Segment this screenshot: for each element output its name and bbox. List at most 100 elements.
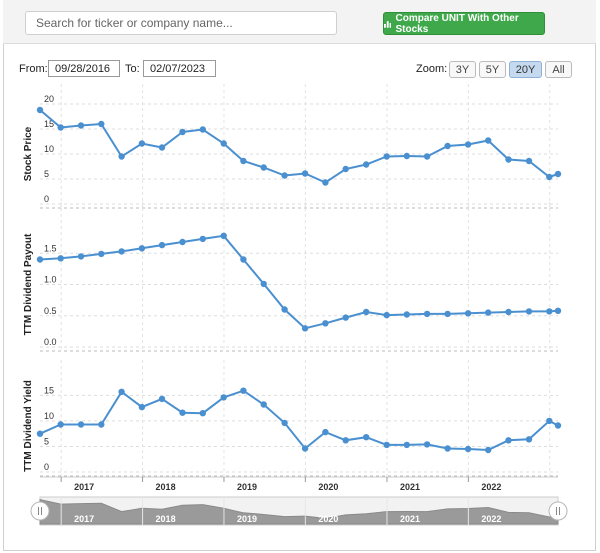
- zoom-all-button[interactable]: All: [545, 61, 572, 78]
- navigator-left-handle[interactable]: [30, 501, 50, 521]
- data-point: [57, 255, 64, 262]
- data-point: [301, 170, 309, 177]
- from-date-input[interactable]: 09/28/2016: [48, 60, 120, 77]
- chart-frame: [3, 0, 596, 551]
- data-point: [260, 280, 267, 288]
- x-tick-label: 2017: [74, 482, 94, 492]
- to-date-input[interactable]: 02/07/2023: [143, 60, 216, 77]
- data-point: [525, 157, 533, 165]
- series-line: [39, 109, 559, 184]
- from-date-value: 09/28/2016: [55, 62, 111, 75]
- data-point: [158, 144, 166, 151]
- data-point: [383, 441, 390, 449]
- zoom-20y-label: 20Y: [515, 63, 536, 76]
- navigator: 2017 2018 2019 2020 2021 2022: [30, 496, 568, 526]
- zoom-20y-button[interactable]: 20Y: [509, 61, 542, 78]
- data-point: [403, 311, 410, 318]
- data-point: [403, 441, 410, 449]
- chart-panel-2: 0.0 0.5 1.0 1.5 TTM Dividend Payout: [23, 202, 562, 352]
- y-axis-label: TTM Dividend Payout: [23, 233, 34, 335]
- navigator-right-handle[interactable]: [548, 501, 568, 521]
- y-tick-label: 0.5: [44, 306, 57, 316]
- x-tick-label: 2019: [237, 482, 257, 492]
- data-point: [281, 172, 288, 179]
- data-point: [464, 141, 472, 148]
- handle-knob: [548, 501, 568, 521]
- navigator-year-label: 2018: [156, 514, 176, 524]
- data-point: [281, 306, 288, 313]
- data-point: [485, 137, 492, 144]
- data-point: [220, 140, 227, 147]
- series-line: [39, 389, 559, 452]
- compare-button-label: Compare UNIT With Other Stocks: [395, 12, 519, 35]
- data-point: [423, 441, 431, 448]
- data-point: [383, 153, 390, 160]
- data-point: [342, 314, 349, 321]
- data-point: [322, 179, 329, 186]
- data-point: [525, 436, 533, 443]
- data-point: [485, 309, 492, 316]
- data-point: [505, 437, 512, 444]
- zoom-3y-button[interactable]: 3Y: [449, 61, 476, 78]
- data-point: [383, 311, 390, 319]
- data-point: [554, 170, 562, 178]
- handle-knob: [30, 501, 50, 521]
- data-point: [363, 434, 370, 441]
- y-tick-label: 0: [44, 194, 49, 204]
- data-point: [240, 256, 247, 263]
- data-point: [220, 394, 227, 401]
- zoom-all-label: All: [552, 63, 565, 76]
- data-point: [464, 445, 472, 453]
- navigator-year-label: 2020: [318, 514, 338, 524]
- data-point: [199, 126, 206, 133]
- data-point: [57, 124, 64, 131]
- ticker-search-input[interactable]: [25, 11, 337, 35]
- y-axis-label: TTM Dividend Yield: [23, 380, 34, 472]
- chart-panel-1: 0 5 10 15 20 Stock Price: [23, 84, 562, 209]
- y-tick-label: 20: [44, 94, 54, 104]
- x-tick-label: 2018: [156, 482, 176, 492]
- x-tick-label: 2022: [481, 482, 501, 492]
- y-tick-label: 5: [44, 169, 49, 179]
- data-point: [342, 165, 349, 173]
- data-point: [260, 164, 267, 171]
- data-point: [554, 307, 562, 314]
- data-point: [118, 153, 125, 160]
- data-point: [118, 248, 125, 255]
- zoom-5y-button[interactable]: 5Y: [479, 61, 506, 78]
- data-point: [505, 308, 512, 316]
- data-point: [342, 437, 349, 444]
- y-tick-label: 15: [44, 119, 54, 129]
- zoom-3y-label: 3Y: [455, 63, 470, 76]
- zoom-label: Zoom:: [416, 63, 448, 75]
- data-point: [301, 445, 309, 452]
- data-point: [240, 157, 247, 165]
- series-line: [39, 234, 559, 330]
- compare-button[interactable]: Compare UNIT With Other Stocks: [383, 12, 545, 35]
- data-point: [220, 232, 227, 239]
- data-point: [546, 173, 553, 181]
- y-tick-label: 10: [44, 411, 54, 421]
- data-point: [322, 428, 329, 436]
- data-point: [444, 310, 451, 318]
- data-point: [260, 401, 267, 408]
- data-point: [138, 245, 146, 252]
- data-point: [554, 422, 562, 429]
- data-point: [179, 238, 186, 246]
- data-point: [485, 446, 492, 454]
- data-point: [158, 395, 166, 403]
- data-point: [505, 156, 512, 163]
- data-point: [98, 250, 105, 258]
- data-point: [363, 308, 370, 316]
- data-point: [77, 421, 85, 428]
- y-tick-label: 0.0: [44, 337, 57, 347]
- bar-chart-icon: [384, 20, 392, 28]
- data-point: [98, 421, 105, 428]
- data-point: [36, 106, 44, 114]
- navigator-year-label: 2017: [74, 514, 94, 524]
- data-point: [36, 256, 44, 263]
- y-tick-label: 1.5: [44, 243, 57, 253]
- navigator-year-label: 2022: [481, 514, 501, 524]
- data-point: [363, 161, 370, 168]
